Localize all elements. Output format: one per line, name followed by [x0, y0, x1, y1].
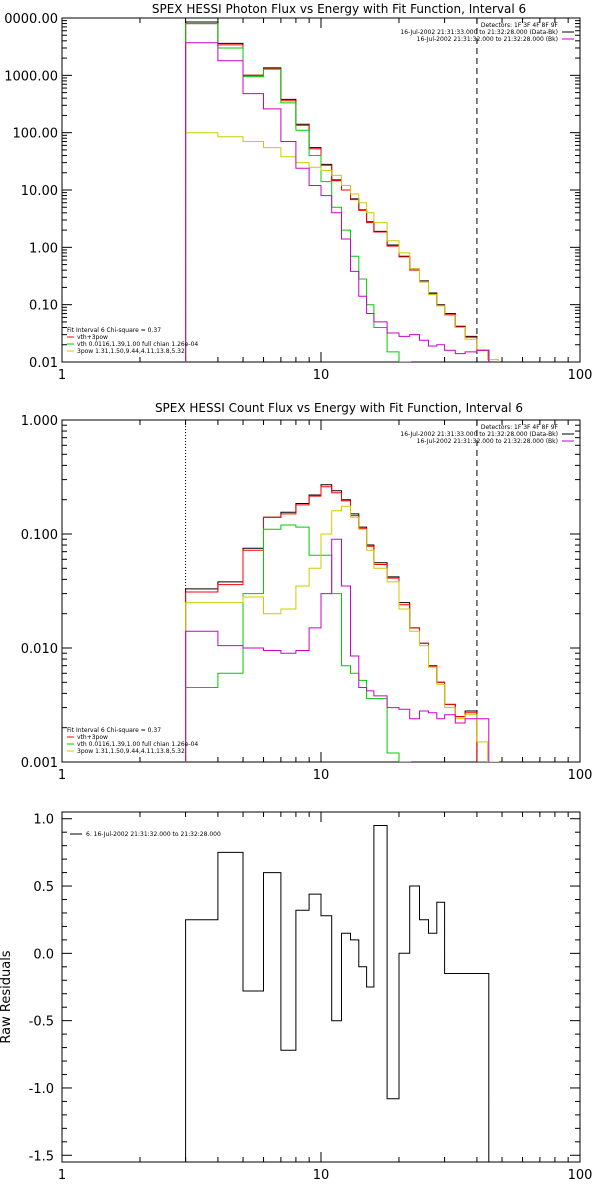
- y-tick-label: -1.5: [29, 1149, 54, 1164]
- series-group: [185, 825, 490, 1162]
- y-tick-label: 10.00: [21, 184, 58, 199]
- y-tick-label: 0.001: [21, 756, 58, 771]
- series-line-2: [185, 23, 490, 362]
- x-tick-label: 100: [568, 768, 593, 783]
- chart-title: SPEX HESSI Photon Flux vs Energy with Fi…: [152, 2, 526, 16]
- y-tick-label: 0000.00: [4, 12, 58, 27]
- legend-bottom-left-text: 3pow 1.31,1.50,9.44,4.11,13.8,5.32: [77, 748, 185, 755]
- legend-bottom-left-text: 3pow 1.31,1.50,9.44,4.11,13.8,5.32: [77, 348, 185, 355]
- series-line-5: [185, 538, 490, 762]
- series-line-1: [185, 484, 490, 762]
- y-tick-label: 0.10: [29, 299, 58, 314]
- series-line-4: [185, 132, 499, 362]
- y-tick-label: -0.5: [29, 1015, 54, 1030]
- series-line-3: [185, 23, 412, 362]
- series-line-1: [185, 825, 490, 1162]
- series-line-2: [185, 486, 490, 762]
- x-tick-label: 10: [313, 368, 330, 383]
- legend-bottom-left-text: vth 0.0116,1.39,1.00 full chian 1.26e-04: [77, 341, 198, 348]
- x-tick-label: 10: [313, 1168, 330, 1183]
- chart-title: SPEX HESSI Count Flux vs Energy with Fit…: [155, 401, 523, 415]
- chart-panel-3: 1 10 100 1.0 0.5 0.0 -0.5 -1.0 -1.5 Raw Residuals…: [0, 811, 593, 1183]
- series-line-1: [185, 21, 490, 362]
- legend-top-right-text: Detectors: 1F 3F 4F 8F 9F: [481, 424, 559, 431]
- legend-bottom-left-text: vth+3pow: [77, 734, 108, 741]
- y-tick-label: 1.000: [21, 414, 58, 429]
- series-line-3: [185, 524, 412, 762]
- legend-bottom-left-text: vth 0.0116,1.39,1.00 full chian 1.26e-04: [77, 741, 198, 748]
- legend-top-right-text: Detectors: 1F 3F 4F 8F 9F: [481, 22, 559, 29]
- y-tick-label: 1.00: [29, 241, 58, 256]
- chart-panel-1: SPEX HESSI Photon Flux vs Energy with Fi…: [4, 2, 592, 383]
- chart-panel-2: SPEX HESSI Count Flux vs Energy with Fit…: [21, 401, 593, 783]
- legend-top-right-text: 16-Jul-2002 21:31:33.000 to 21:32:28.000…: [400, 29, 558, 36]
- x-tick-label: 1: [58, 368, 66, 383]
- plot-frame: [61, 419, 581, 763]
- series-group: [185, 484, 499, 762]
- series-line-5: [185, 42, 490, 362]
- plot-frame: [61, 811, 581, 1163]
- residual-legend-text: 6. 16-Jul-2002 21:31:32.000 to 21:32:28.…: [86, 831, 221, 838]
- series-group: [185, 21, 499, 362]
- y-tick-label: 0.01: [29, 356, 58, 371]
- legend-top-right-text: 16-Jul-2002 21:31:32.000 to 21:32:28.000…: [417, 438, 558, 445]
- legend-bottom-left-text: vth+3pow: [77, 334, 108, 341]
- legend-bottom-left-text: Fit Interval 6 Chi-square = 0.37: [67, 327, 161, 334]
- y-tick-label: -1.0: [29, 1082, 54, 1097]
- y-tick-label: 0.0: [33, 947, 54, 962]
- y-tick-label: 100.00: [13, 127, 59, 142]
- y-tick-label: 1000.00: [4, 69, 58, 84]
- y-tick-label: 1.0: [33, 813, 54, 828]
- x-tick-label: 100: [568, 368, 593, 383]
- y-tick-label: 0.010: [21, 642, 58, 657]
- y-tick-label: 0.5: [33, 880, 54, 895]
- x-tick-label: 100: [568, 1168, 593, 1183]
- y-axis-label: Raw Residuals: [0, 950, 14, 1043]
- x-tick-label: 1: [58, 768, 66, 783]
- legend-top-right-text: 16-Jul-2002 21:31:33.000 to 21:32:28.000…: [400, 431, 558, 438]
- x-tick-label: 10: [313, 768, 330, 783]
- x-tick-label: 1: [58, 1168, 66, 1183]
- legend-bottom-left-text: Fit Interval 6 Chi-square = 0.37: [67, 727, 161, 734]
- y-tick-label: 0.100: [21, 528, 58, 543]
- legend-top-right-text: 16-Jul-2002 21:31:32.000 to 21:32:28.000…: [417, 36, 558, 43]
